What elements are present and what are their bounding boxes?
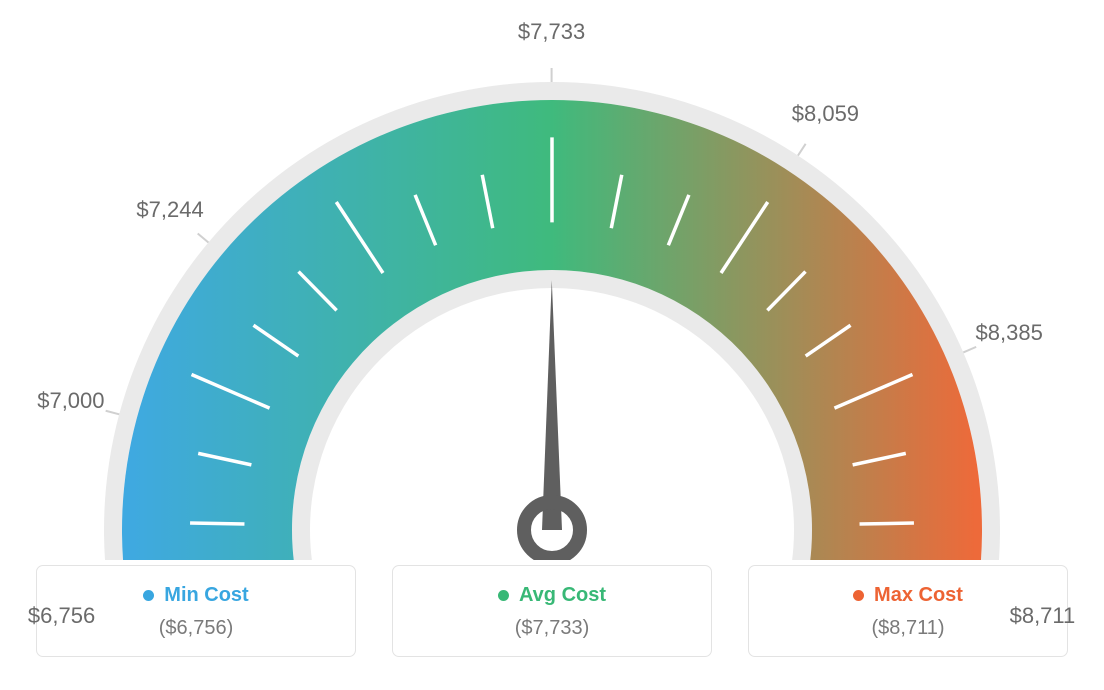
gauge-tick-label: $7,244 bbox=[136, 197, 203, 223]
legend-dot-max bbox=[853, 590, 864, 601]
legend-title-min: Min Cost bbox=[164, 584, 248, 607]
legend-row: Min Cost ($6,756) Avg Cost ($7,733) Max … bbox=[0, 565, 1104, 657]
gauge-tick-label: $6,756 bbox=[28, 603, 95, 629]
legend-dot-min bbox=[143, 590, 154, 601]
gauge-tick-label: $8,711 bbox=[1010, 603, 1076, 629]
legend-value-avg: ($7,733) bbox=[403, 617, 701, 640]
gauge-chart: $6,756$7,000$7,244$7,733$8,059$8,385$8,7… bbox=[0, 0, 1104, 560]
gauge-tick-label: $8,385 bbox=[976, 320, 1043, 346]
legend-title-max: Max Cost bbox=[874, 584, 963, 607]
legend-title-avg: Avg Cost bbox=[519, 584, 606, 607]
legend-dot-avg bbox=[498, 590, 509, 601]
gauge-tick-label: $7,733 bbox=[518, 19, 585, 45]
gauge-tick-label: $8,059 bbox=[792, 101, 859, 127]
gauge-svg bbox=[0, 0, 1104, 560]
gauge-tick-label: $7,000 bbox=[37, 388, 104, 414]
legend-box-avg: Avg Cost ($7,733) bbox=[392, 565, 712, 657]
